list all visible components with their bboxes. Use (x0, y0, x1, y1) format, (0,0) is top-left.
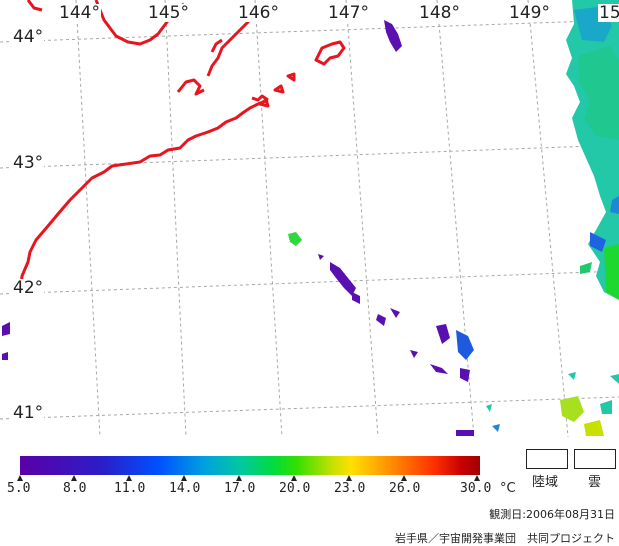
longitude-label: 147° (327, 3, 370, 23)
graticule (0, 0, 619, 437)
coastline (16, 0, 346, 297)
temperature-colorbar (20, 456, 480, 475)
colorbar-tick-label: 23.0 (334, 481, 366, 496)
longitude-label: 144° (58, 3, 101, 23)
longitude-label: 148° (418, 3, 461, 23)
cloud-legend-label: 雲 (588, 475, 602, 490)
land-legend-label: 陸域 (532, 475, 559, 490)
latitude-label: 43° (12, 153, 45, 173)
project-credit: 岩手県／宇宙開発事業団 共同プロジェクト (395, 532, 615, 545)
colorbar-tick-label: 20.0 (279, 481, 311, 496)
latitude-label: 41° (12, 403, 45, 423)
cloud-legend-swatch (574, 449, 616, 469)
colorbar-tick-label: 17.0 (224, 481, 256, 496)
sst-patches (2, 0, 619, 436)
land-legend-swatch (526, 449, 568, 469)
latitude-label: 44° (12, 27, 45, 47)
colorbar-tick-label: 14.0 (169, 481, 201, 496)
colorbar-tick-label: 5.0 (7, 481, 31, 496)
latitude-label: 42° (12, 278, 45, 298)
map-canvas (0, 0, 619, 437)
colorbar-tick-label: 8.0 (63, 481, 87, 496)
longitude-label: 145° (147, 3, 190, 23)
colorbar-tick-label: 26.0 (389, 481, 421, 496)
colorbar-tick-label: 11.0 (114, 481, 146, 496)
colorbar-tick-label: 30.0 (460, 481, 492, 496)
colorbar-tick-marks (17, 475, 480, 481)
longitude-label: 15 (598, 4, 619, 22)
observation-date: 観測日:2006年08月31日 (489, 508, 615, 521)
sst-map: 144° 145° 146° 147° 148° 149° 15 44° 43°… (0, 0, 619, 437)
longitude-label: 146° (237, 3, 280, 23)
longitude-label: 149° (508, 3, 551, 23)
temperature-unit: °C (500, 481, 516, 496)
